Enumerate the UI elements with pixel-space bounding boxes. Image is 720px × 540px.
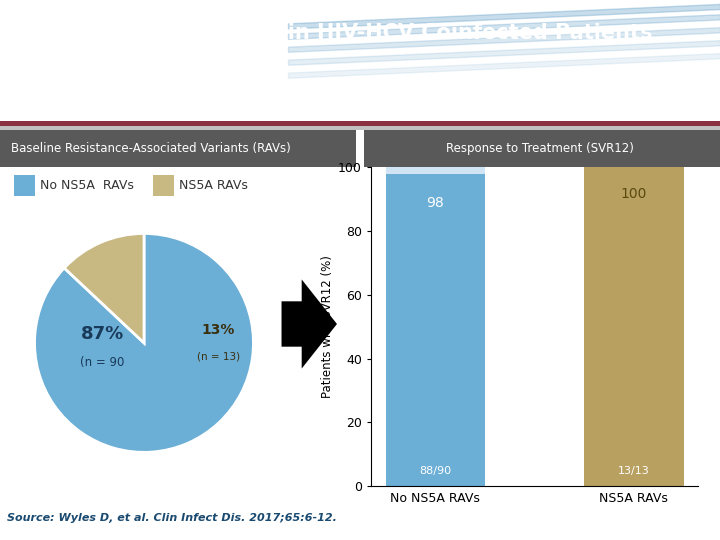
Text: Sofosbuvir-Velpatasvir in HIV-HCV Coinfected Patients: Sofosbuvir-Velpatasvir in HIV-HCV Coinfe…: [14, 23, 653, 43]
Text: 100: 100: [621, 186, 647, 200]
FancyArrow shape: [282, 280, 337, 368]
Bar: [14, 175, 35, 195]
Text: Baseline Resistance-Associated Variants (RAVs): Baseline Resistance-Associated Variants …: [11, 142, 291, 155]
Bar: [364, 130, 720, 167]
Text: 87%: 87%: [81, 325, 124, 343]
Text: 98: 98: [426, 196, 444, 210]
Text: No NS5A  RAVs: No NS5A RAVs: [40, 179, 134, 192]
Bar: [386, 174, 485, 486]
Bar: [584, 167, 683, 486]
Text: 13%: 13%: [202, 323, 235, 337]
Text: Response to Treatment (SVR12): Response to Treatment (SVR12): [446, 142, 634, 155]
Wedge shape: [64, 233, 144, 343]
Bar: [584, 167, 683, 486]
Text: 13/13: 13/13: [618, 467, 649, 476]
Bar: [356, 130, 364, 167]
Bar: [386, 167, 485, 486]
Text: (n = 13): (n = 13): [197, 351, 240, 361]
Bar: [0, 130, 356, 167]
Text: (n = 90: (n = 90: [80, 356, 125, 369]
Text: Source: Wyles D, et al. Clin Infect Dis. 2017;65:6-12.: Source: Wyles D, et al. Clin Infect Dis.…: [7, 514, 337, 523]
Text: 88/90: 88/90: [419, 467, 451, 476]
Text: NS5A RAVs: NS5A RAVs: [179, 179, 248, 192]
Y-axis label: Patients with SVR12 (%): Patients with SVR12 (%): [320, 255, 334, 398]
Text: ASTRAL-5: Resistance: ASTRAL-5: Resistance: [14, 65, 272, 85]
Bar: [0, 126, 720, 130]
Bar: [153, 175, 174, 195]
Bar: [0, 120, 720, 127]
Wedge shape: [35, 233, 253, 453]
